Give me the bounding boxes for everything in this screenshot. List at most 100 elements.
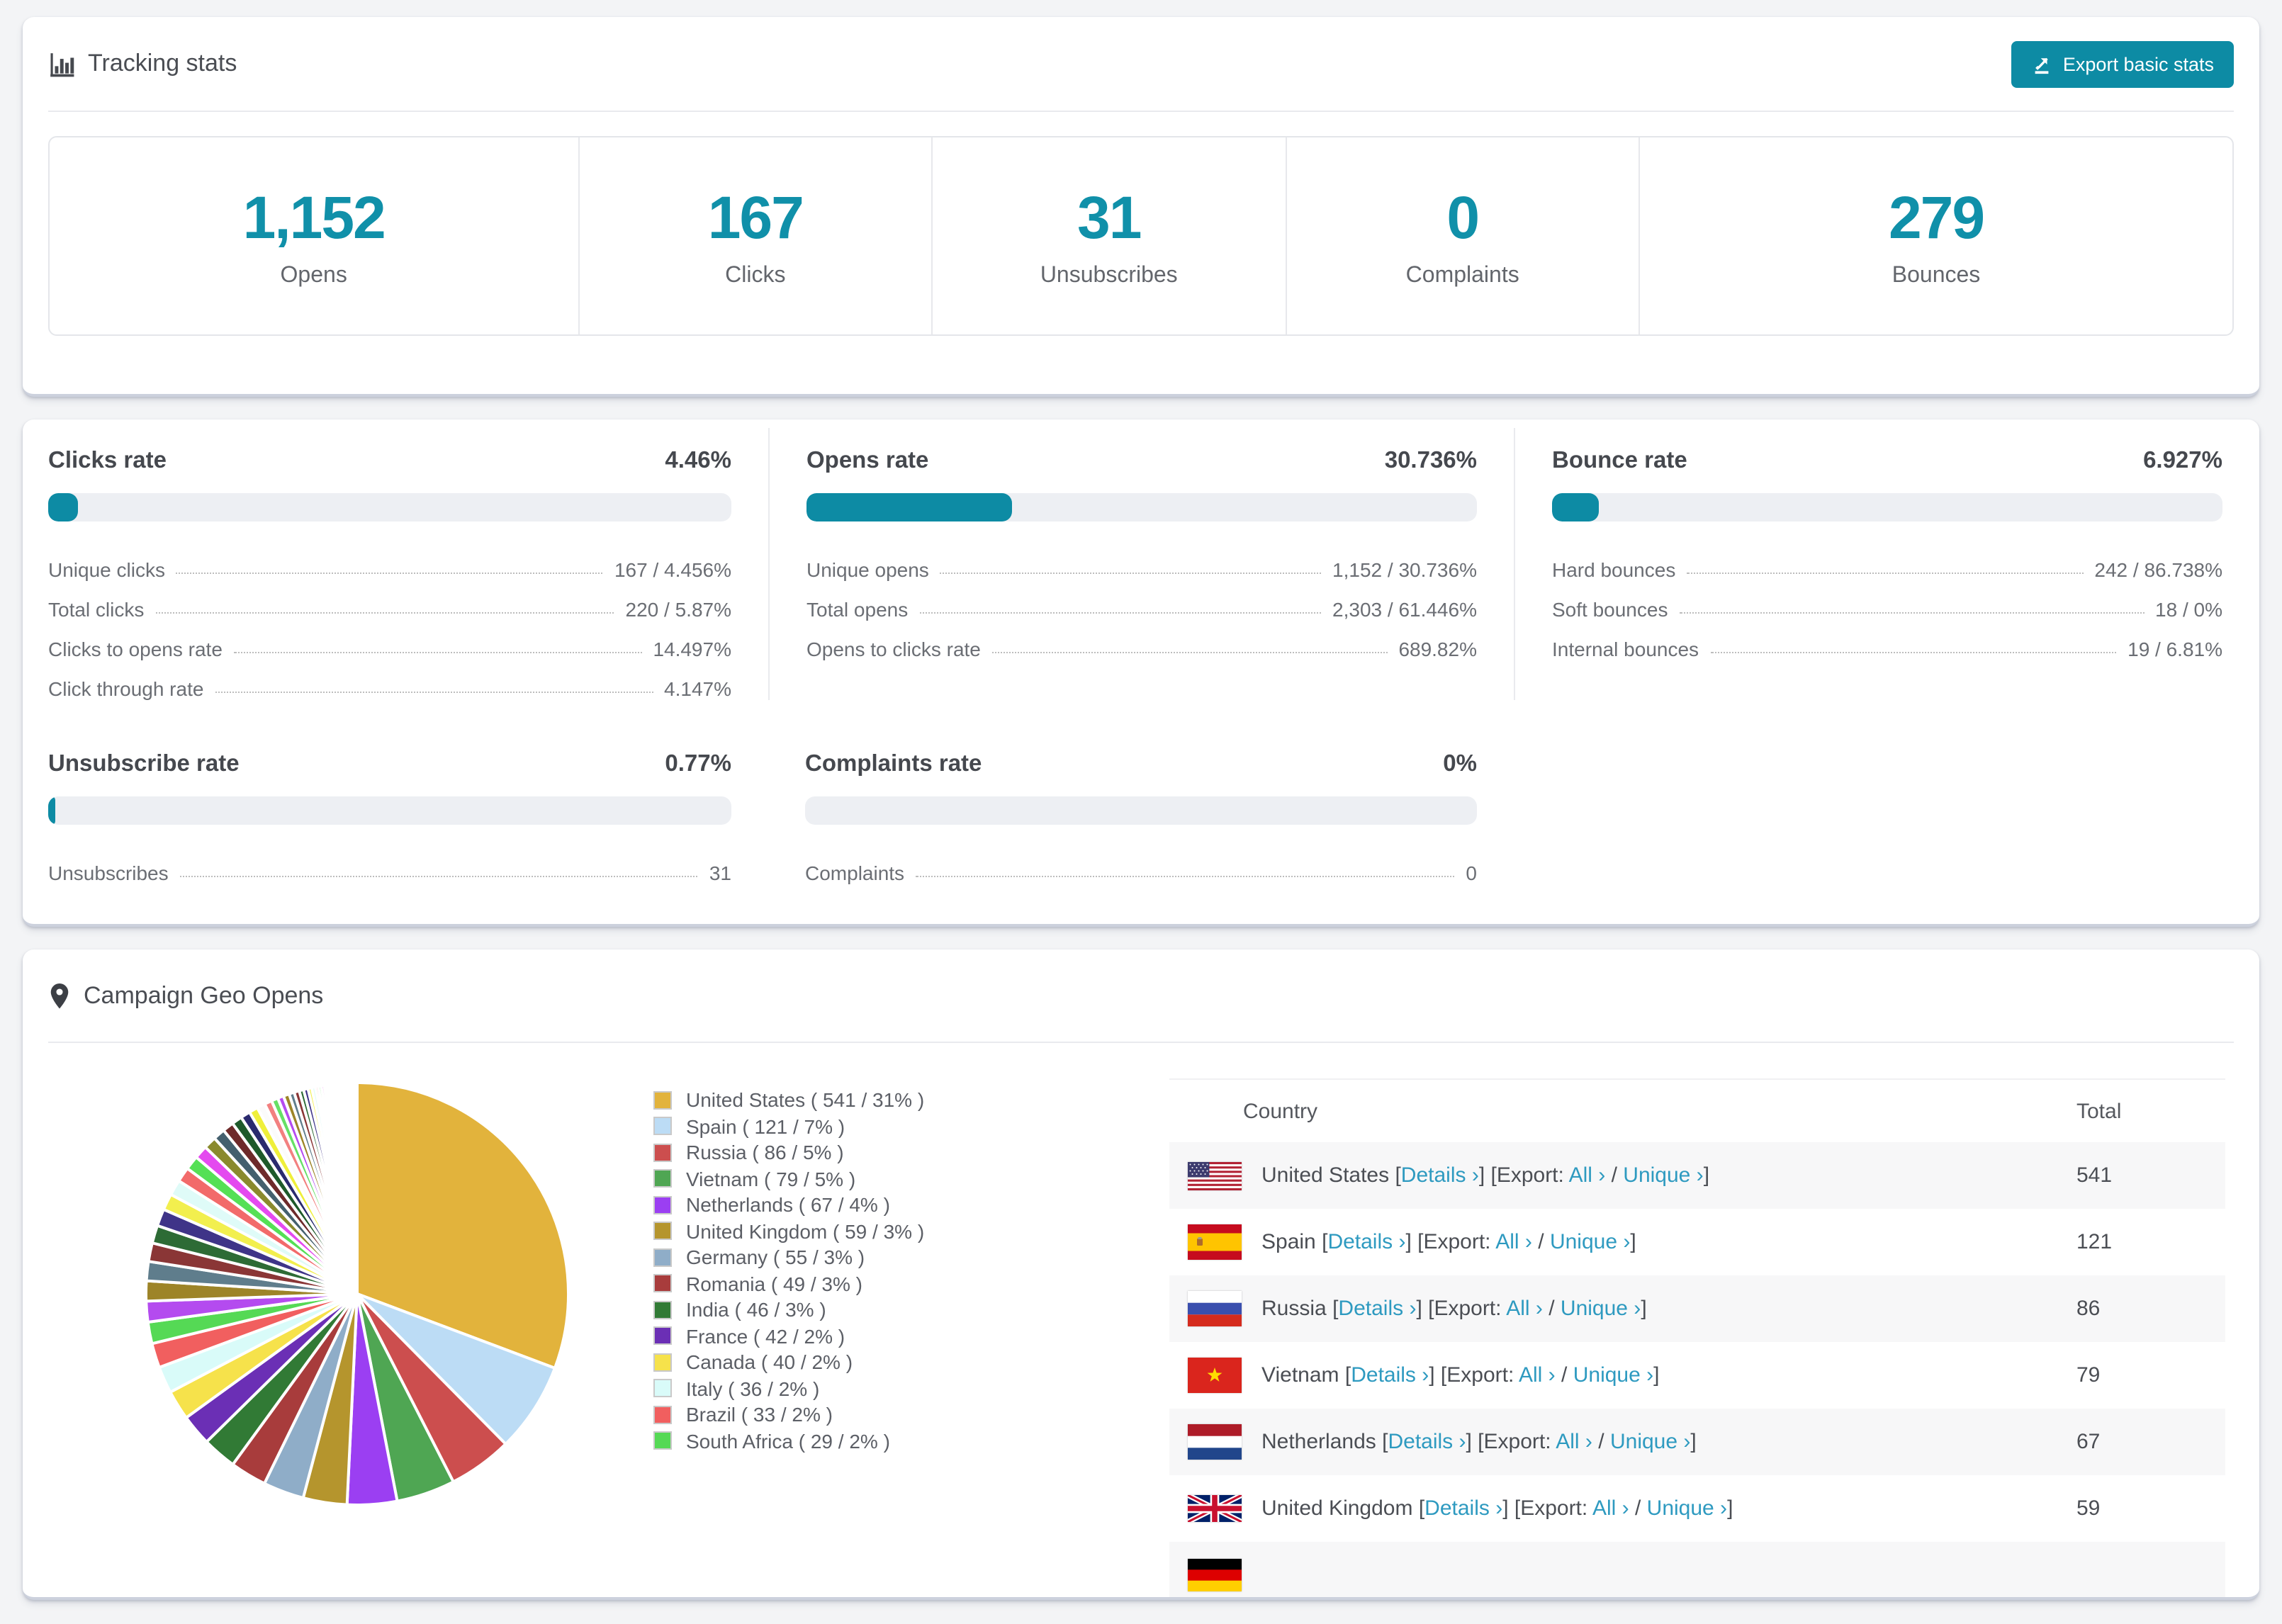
legend-item-south-africa: South Africa ( 29 / 2% ) [653, 1428, 924, 1454]
stat-value: 279 [1888, 184, 1985, 250]
export-all-link[interactable]: All › [1592, 1496, 1629, 1521]
legend-swatch [653, 1117, 672, 1136]
detail-label: Unique opens [806, 558, 929, 581]
geo-table: Country Total United States [Details ›] … [1169, 1078, 2225, 1597]
dotted-leader [919, 612, 1322, 614]
export-all-link[interactable]: All › [1506, 1297, 1543, 1321]
rate-progress-bar [1552, 493, 2222, 521]
stat-value: 167 [707, 184, 804, 250]
geo-table-row-united-states: United States [Details ›] [Export: All ›… [1169, 1142, 2225, 1209]
detail-value: 242 / 86.738% [2094, 558, 2222, 581]
flag-icon-nl [1188, 1424, 1242, 1460]
country-cell-text: Spain [Details ›] [Export: All › / Uniqu… [1261, 1230, 1636, 1254]
export-unique-link[interactable]: Unique › [1609, 1430, 1691, 1454]
legend-label: Germany ( 55 / 3% ) [686, 1246, 865, 1269]
details-link[interactable]: Details › [1351, 1363, 1429, 1387]
rate-section-clicks-rate: Clicks rate 4.46% Unique clicks 167 / 4.456… [23, 428, 768, 700]
export-unique-link[interactable]: Unique › [1560, 1297, 1641, 1321]
total-cell: 541 [2076, 1163, 2113, 1188]
legend-item-brazil: Brazil ( 33 / 2% ) [653, 1402, 924, 1428]
legend-label: United Kingdom ( 59 / 3% ) [686, 1219, 925, 1243]
export-all-link[interactable]: All › [1495, 1230, 1532, 1254]
section-title: Campaign Geo Opens [84, 981, 324, 1008]
legend-item-india: India ( 46 / 3% ) [653, 1297, 924, 1323]
detail-label: Clicks to opens rate [48, 638, 223, 660]
export-unique-link[interactable]: Unique › [1623, 1163, 1704, 1188]
details-link[interactable]: Details › [1424, 1496, 1503, 1521]
export-all-link[interactable]: All › [1519, 1363, 1556, 1387]
details-link[interactable]: Details › [1338, 1297, 1417, 1321]
flag-icon-ru [1188, 1291, 1242, 1326]
export-all-link[interactable]: All › [1556, 1430, 1592, 1454]
export-button-label: Export basic stats [2062, 53, 2214, 74]
rate-detail-row: Unique clicks 167 / 4.456% [48, 541, 731, 581]
detail-value: 689.82% [1398, 638, 1477, 660]
rate-value: 0% [1443, 751, 1477, 777]
dotted-leader [179, 876, 698, 877]
detail-label: Soft bounces [1552, 598, 1668, 621]
rate-progress-bar [806, 493, 1477, 521]
stats-summary-row: 1,152 Opens 167 Clicks 31 Unsubscribes 0 Compla… [48, 136, 2234, 336]
dotted-leader [1710, 652, 2117, 653]
total-cell: 121 [2076, 1230, 2113, 1254]
rate-detail-row: Total opens 2,303 / 61.446% [806, 581, 1477, 621]
stat-box-clicks: 167 Clicks [578, 137, 931, 334]
detail-label: Click through rate [48, 677, 204, 700]
stat-box-unsubscribes: 31 Unsubscribes [931, 137, 1285, 334]
pie-slice-73 [354, 1081, 359, 1295]
legend-label: Vietnam ( 79 / 5% ) [686, 1167, 856, 1190]
tracking-stats-title-group: Tracking stats [48, 50, 237, 78]
rate-progress-bar [48, 493, 731, 521]
details-link[interactable]: Details › [1327, 1230, 1406, 1254]
legend-label: Romania ( 49 / 3% ) [686, 1272, 862, 1295]
detail-label: Opens to clicks rate [806, 638, 981, 660]
stat-value: 31 [1077, 184, 1142, 250]
stat-value: 1,152 [242, 184, 386, 250]
rate-detail-row: Unsubscribes 31 [48, 845, 731, 884]
export-unique-link[interactable]: Unique › [1573, 1363, 1654, 1387]
dotted-leader [1687, 573, 2084, 574]
legend-label: India ( 46 / 3% ) [686, 1298, 826, 1321]
stat-label: Clicks [725, 263, 786, 287]
dotted-leader [916, 876, 1455, 877]
detail-value: 0 [1466, 862, 1477, 884]
detail-value: 18 / 0% [2155, 598, 2222, 621]
rates-card: Clicks rate 4.46% Unique clicks 167 / 4.456… [23, 419, 2259, 927]
rate-title: Complaints rate [805, 751, 982, 777]
legend-swatch [653, 1379, 672, 1398]
country-cell-text: Vietnam [Details ›] [Export: All › / Uni… [1261, 1363, 1660, 1387]
dotted-leader [991, 652, 1388, 653]
total-column-header: Total [2076, 1099, 2122, 1123]
rate-detail-row: Complaints 0 [805, 845, 1477, 884]
geo-table-row-spain: Spain [Details ›] [Export: All › / Uniqu… [1169, 1209, 2225, 1275]
legend-item-france: France ( 42 / 2% ) [653, 1323, 924, 1349]
rate-detail-row: Hard bounces 242 / 86.738% [1552, 541, 2222, 581]
export-basic-stats-button[interactable]: Export basic stats [2011, 40, 2234, 87]
rate-progress-fill [1552, 493, 1599, 521]
country-column-header: Country [1243, 1099, 1318, 1123]
dotted-leader [176, 573, 603, 574]
details-link[interactable]: Details › [1388, 1430, 1466, 1454]
export-unique-link[interactable]: Unique › [1646, 1496, 1728, 1521]
rate-title: Unsubscribe rate [48, 751, 240, 777]
details-link[interactable]: Details › [1400, 1163, 1479, 1188]
rate-section-bounce-rate: Bounce rate 6.927% Hard bounces 242 / 86.73… [1514, 428, 2259, 700]
dotted-leader [233, 652, 642, 653]
geo-header: Campaign Geo Opens [48, 949, 2234, 1043]
rate-progress-bar [48, 796, 731, 825]
legend-swatch [653, 1222, 672, 1241]
tracking-stats-header: Tracking stats Export basic stats [48, 17, 2234, 112]
rate-title: Bounce rate [1552, 448, 1687, 473]
rate-value: 30.736% [1384, 448, 1477, 473]
export-all-link[interactable]: All › [1568, 1163, 1606, 1188]
export-unique-link[interactable]: Unique › [1549, 1230, 1631, 1254]
flag-icon-de [1188, 1559, 1242, 1591]
detail-value: 19 / 6.81% [2128, 638, 2222, 660]
legend-item-united-states: United States ( 541 / 31% ) [653, 1087, 924, 1113]
rate-title: Clicks rate [48, 448, 167, 473]
pie-slice-1 [356, 1292, 557, 1446]
detail-label: Hard bounces [1552, 558, 1676, 581]
legend-item-netherlands: Netherlands ( 67 / 4% ) [653, 1192, 924, 1218]
country-cell-text: Netherlands [Details ›] [Export: All › /… [1261, 1430, 1697, 1454]
pie-slice-0 [356, 1081, 570, 1370]
